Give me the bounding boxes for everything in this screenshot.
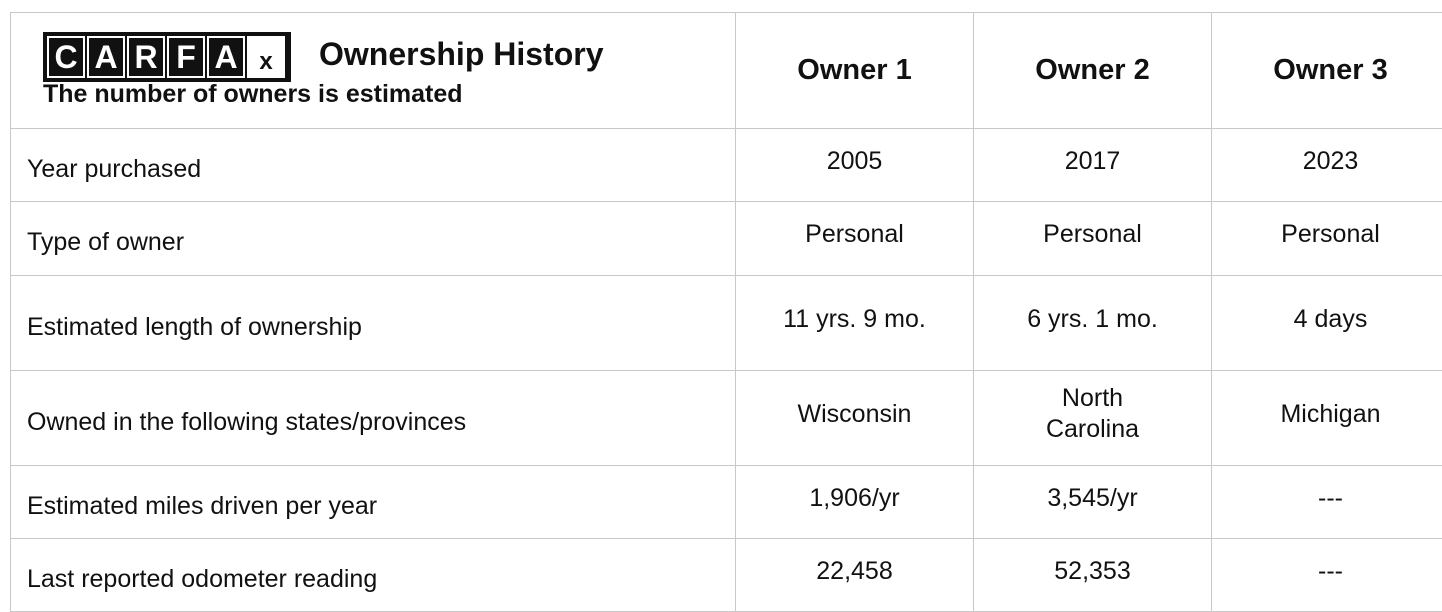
cell-value: Michigan: [1212, 371, 1442, 466]
row-label: Last reported odometer reading: [11, 539, 736, 612]
cell-value: ---: [1212, 539, 1442, 612]
cell-value: 2023: [1212, 129, 1442, 202]
title: Ownership History: [319, 36, 604, 73]
column-header: Owner 3: [1212, 13, 1442, 129]
logo-letter: A: [87, 36, 125, 78]
cell-value: Personal: [1212, 202, 1442, 276]
cell-value: ---: [1212, 466, 1442, 539]
logo-letter: x: [247, 36, 285, 78]
row-label: Type of owner: [11, 202, 736, 276]
subtitle: The number of owners is estimated: [43, 80, 463, 109]
cell-value: 52,353: [974, 539, 1212, 612]
column-header: Owner 1: [736, 13, 974, 129]
row-label: Estimated miles driven per year: [11, 466, 736, 539]
cell-value: North Carolina: [974, 371, 1212, 466]
cell-value: 4 days: [1212, 276, 1442, 371]
row-label: Owned in the following states/provinces: [11, 371, 736, 466]
cell-value: 2017: [974, 129, 1212, 202]
cell-value: 22,458: [736, 539, 974, 612]
cell-value: Personal: [736, 202, 974, 276]
cell-value: 3,545/yr: [974, 466, 1212, 539]
cell-value: 11 yrs. 9 mo.: [736, 276, 974, 371]
logo-letter: F: [167, 36, 205, 78]
cell-value: Wisconsin: [736, 371, 974, 466]
row-label: Year purchased: [11, 129, 736, 202]
logo-letter: A: [207, 36, 245, 78]
cell-value: Personal: [974, 202, 1212, 276]
row-label: Estimated length of ownership: [11, 276, 736, 371]
logo-letter: C: [47, 36, 85, 78]
cell-value: 6 yrs. 1 mo.: [974, 276, 1212, 371]
column-header: Owner 2: [974, 13, 1212, 129]
cell-value: 2005: [736, 129, 974, 202]
cell-value: 1,906/yr: [736, 466, 974, 539]
logo-letter: R: [127, 36, 165, 78]
